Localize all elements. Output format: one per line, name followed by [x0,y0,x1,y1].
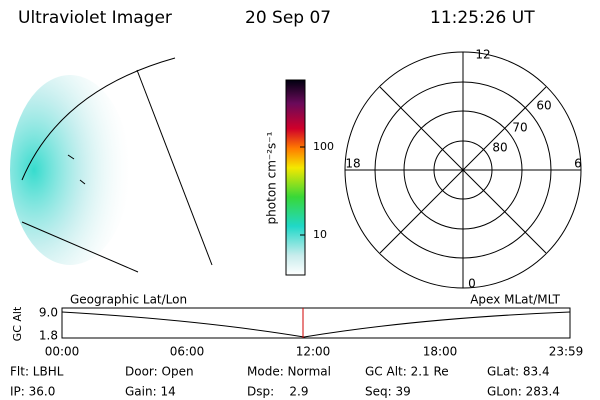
status-field: GLat: 83.4 [487,365,550,379]
x-tick-label: 00:00 [45,345,80,359]
colorbar [285,79,306,276]
y-tick-label: 9.0 [39,306,58,320]
x-tick-label: 12:00 [296,345,331,359]
aurora [10,75,130,265]
plot-frame [61,307,571,339]
x-tick-label: 23:59 [549,345,584,359]
mlt-label: 6 [574,157,582,171]
time: 11:25:26 UT [430,8,535,28]
plot-label: Apex MLat/MLT [470,293,560,307]
mlt-label: 0 [468,277,476,291]
status-field: IP: 36.0 [10,385,55,399]
lat-label: 60 [536,99,551,113]
plot-label: Geographic Lat/Lon [70,293,187,307]
boundary [136,69,213,266]
polar-grid [344,51,582,289]
status-field: Seq: 39 [365,385,411,399]
limb [21,57,176,181]
status-field: Gain: 14 [125,385,176,399]
x-tick-label: 06:00 [170,345,205,359]
marker [67,154,86,185]
lat-label: 70 [512,121,527,135]
y-tick-label: 1.8 [39,329,58,343]
boundary [21,221,139,273]
colorbar-tick-label: 10 [313,228,327,241]
y-axis-label: GC Alt [11,306,24,341]
altitude-curve [61,311,571,338]
x-tick-label: 18:00 [423,345,458,359]
status-field: Door: Open [125,365,194,379]
status-field: Dsp: 2.9 [247,385,309,399]
mlt-label: 18 [345,157,360,171]
mlt-label: 12 [475,48,490,62]
date: 20 Sep 07 [245,8,331,28]
lat-label: 80 [492,141,507,155]
footer: Flt: LBHL Door: Open Mode: Normal GC Alt: 2… [10,365,560,399]
status-field: Flt: LBHL [10,365,64,379]
image-panel [10,57,213,273]
status-field: GC Alt: 2.1 Re [365,365,449,379]
title: Ultraviolet Imager [18,8,172,28]
status-field: Mode: Normal [247,365,331,379]
status-field: GLon: 283.4 [487,385,560,399]
colorbar-tick-label: 100 [313,140,334,153]
colorbar-label: photon cm⁻²s⁻¹ [265,131,279,224]
